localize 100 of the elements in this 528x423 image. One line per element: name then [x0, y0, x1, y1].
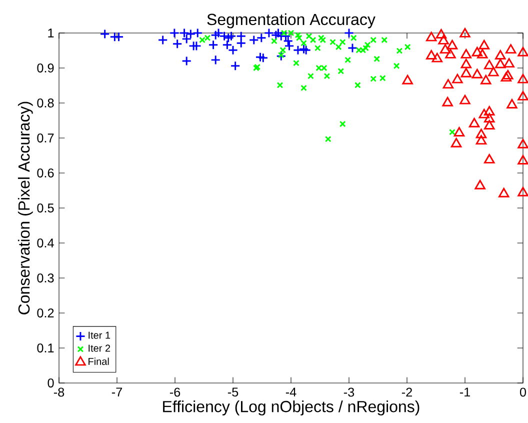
- point: [338, 68, 344, 74]
- x-tick-label: -6: [170, 388, 180, 397]
- point: [236, 31, 246, 42]
- point: [404, 44, 411, 50]
- point: [518, 186, 528, 196]
- point: [192, 28, 203, 38]
- y-tick-label: 0.4: [37, 238, 54, 248]
- point: [258, 52, 268, 63]
- y-tick-label: 0.9: [37, 64, 54, 72]
- point: [460, 58, 472, 68]
- point: [402, 74, 413, 84]
- point: [474, 180, 486, 190]
- point: [478, 40, 490, 50]
- x-tick-label: -4: [286, 388, 296, 396]
- point: [300, 40, 307, 46]
- x-tick-label: -5: [228, 388, 238, 397]
- point: [432, 52, 443, 62]
- point: [350, 34, 357, 42]
- legend-label: Final: [88, 358, 109, 365]
- point: [270, 38, 278, 44]
- point: [276, 51, 286, 62]
- point: [460, 68, 472, 78]
- point: [186, 29, 196, 40]
- point: [293, 60, 300, 66]
- point: [314, 44, 321, 52]
- point: [476, 135, 487, 145]
- point: [500, 72, 512, 82]
- point: [450, 138, 462, 148]
- y-tick-label: 0: [48, 378, 54, 388]
- y-axis-title: Conservation (Pixel Accuracy): [18, 102, 33, 314]
- point: [381, 36, 388, 44]
- point: [306, 32, 312, 40]
- point: [248, 34, 259, 45]
- point: [169, 28, 180, 38]
- x-tick-label: -8: [54, 388, 64, 397]
- point: [335, 44, 342, 50]
- legend-label: Iter 1: [88, 332, 110, 339]
- point: [370, 76, 377, 82]
- point: [476, 128, 487, 138]
- x-tick-label: -7: [112, 388, 122, 396]
- point: [449, 128, 456, 136]
- point: [172, 38, 182, 49]
- point: [480, 74, 492, 84]
- point: [518, 46, 528, 56]
- point: [484, 120, 495, 130]
- point: [454, 127, 465, 136]
- point: [226, 31, 236, 42]
- point: [292, 45, 303, 56]
- point: [158, 34, 168, 45]
- point: [379, 74, 386, 82]
- point: [344, 28, 354, 38]
- point: [364, 42, 371, 48]
- point: [393, 62, 400, 70]
- y-tick-label: 0.3: [37, 274, 54, 282]
- point: [518, 90, 528, 100]
- point: [446, 40, 458, 50]
- point: [477, 48, 488, 58]
- point: [498, 188, 510, 198]
- point: [460, 28, 470, 38]
- y-tick-label: 0.7: [37, 134, 54, 142]
- point: [276, 82, 284, 88]
- point: [182, 56, 192, 66]
- point: [324, 136, 332, 142]
- point: [426, 50, 437, 60]
- y-tick-label: 1: [48, 28, 54, 38]
- point: [506, 99, 518, 108]
- point: [324, 72, 330, 80]
- point: [280, 46, 286, 54]
- point: [330, 38, 336, 46]
- point: [339, 120, 346, 128]
- point: [308, 72, 314, 80]
- point: [518, 155, 528, 164]
- point: [347, 43, 358, 54]
- point: [445, 48, 456, 58]
- point: [502, 70, 514, 80]
- point: [436, 29, 447, 38]
- point: [472, 68, 483, 78]
- point: [278, 52, 284, 58]
- point: [460, 48, 472, 58]
- y-tick-label: 0.1: [37, 344, 54, 352]
- x-tick-label: -2: [402, 388, 412, 397]
- point: [230, 60, 240, 71]
- point: [100, 29, 110, 40]
- point: [495, 58, 506, 68]
- y-tick-label: 0.2: [37, 308, 54, 318]
- point: [518, 74, 528, 84]
- point: [426, 32, 437, 42]
- x-tick-label: -3: [344, 388, 354, 397]
- point: [320, 36, 326, 44]
- point: [370, 36, 377, 44]
- point: [301, 45, 312, 56]
- point: [339, 38, 346, 46]
- point: [484, 113, 495, 122]
- point: [504, 58, 514, 68]
- point: [300, 84, 307, 92]
- point: [208, 40, 218, 50]
- point: [256, 32, 266, 43]
- x-tick-label: 0: [520, 388, 526, 397]
- chart-title: Segmentation Accuracy: [207, 13, 376, 28]
- y-tick-label: 0.5: [37, 204, 54, 212]
